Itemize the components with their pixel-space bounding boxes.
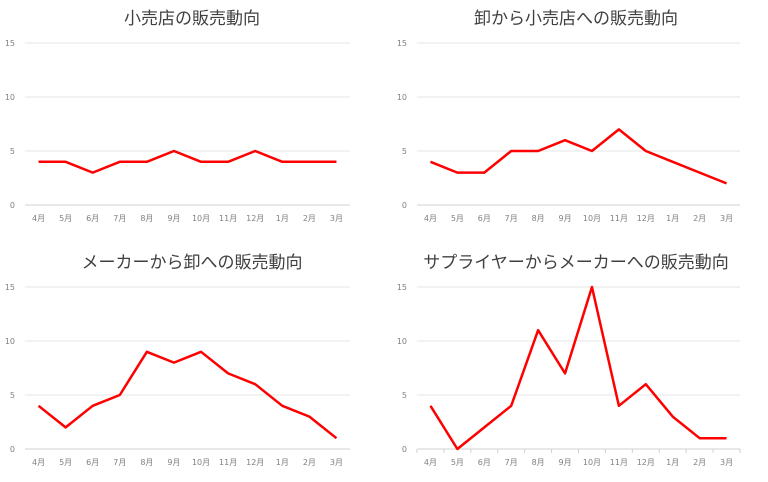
x-tick-label: 2月 bbox=[693, 458, 706, 467]
x-tick-label: 12月 bbox=[246, 214, 264, 223]
x-tick-label: 10月 bbox=[192, 214, 210, 223]
x-tick-label: 10月 bbox=[583, 214, 601, 223]
x-tick-label: 7月 bbox=[505, 214, 518, 223]
y-tick-label: 10 bbox=[5, 93, 15, 102]
y-tick-label: 0 bbox=[10, 201, 15, 210]
x-tick-label: 12月 bbox=[637, 458, 655, 467]
line-chart: 0 5 10 15 4月 5月 6月 7月 8月 9月 10月 11月 12月 1月 2月 3月 bbox=[0, 244, 384, 482]
y-tick-label: 5 bbox=[402, 147, 407, 156]
x-tick-label: 8月 bbox=[140, 214, 153, 223]
y-tick-label: 10 bbox=[397, 93, 407, 102]
series-line bbox=[39, 151, 337, 173]
x-tick-label: 6月 bbox=[86, 458, 99, 467]
x-tick-label: 3月 bbox=[720, 458, 733, 467]
y-tick-label: 5 bbox=[10, 391, 15, 400]
x-tick-label: 8月 bbox=[140, 458, 153, 467]
x-tick-label: 5月 bbox=[59, 214, 72, 223]
x-tick-label: 1月 bbox=[666, 214, 679, 223]
x-tick-label: 3月 bbox=[330, 458, 343, 467]
line-chart: 0 5 10 15 4月 5月 6月 7月 8月 9月 10月 11月 12月 1月 2月 3月 bbox=[0, 0, 384, 238]
x-tick-label: 1月 bbox=[666, 458, 679, 467]
x-tick-label: 1月 bbox=[276, 458, 289, 467]
x-tick-label: 2月 bbox=[303, 458, 316, 467]
x-tick-label: 5月 bbox=[451, 458, 464, 467]
x-tick-label: 5月 bbox=[59, 458, 72, 467]
x-tick-label: 11月 bbox=[610, 214, 628, 223]
x-tick-label: 11月 bbox=[610, 458, 628, 467]
x-tick-label: 3月 bbox=[720, 214, 733, 223]
x-tick-label: 12月 bbox=[246, 458, 264, 467]
y-tick-label: 15 bbox=[5, 283, 15, 292]
x-tick-label: 11月 bbox=[219, 458, 237, 467]
x-tick-label: 7月 bbox=[113, 214, 126, 223]
x-tick-label: 4月 bbox=[32, 214, 45, 223]
x-tick-label: 11月 bbox=[219, 214, 237, 223]
x-tick-label: 9月 bbox=[167, 214, 180, 223]
x-tick-label: 12月 bbox=[637, 214, 655, 223]
x-tick-label: 10月 bbox=[583, 458, 601, 467]
x-tick-label: 6月 bbox=[478, 458, 491, 467]
x-tick-label: 9月 bbox=[558, 458, 571, 467]
x-tick-label: 6月 bbox=[86, 214, 99, 223]
y-tick-label: 10 bbox=[5, 337, 15, 346]
x-tick-label: 10月 bbox=[192, 458, 210, 467]
x-tick-label: 1月 bbox=[276, 214, 289, 223]
y-tick-label: 5 bbox=[402, 391, 407, 400]
series-line bbox=[430, 287, 726, 449]
x-tick-label: 3月 bbox=[330, 214, 343, 223]
x-tick-label: 7月 bbox=[113, 458, 126, 467]
y-tick-label: 0 bbox=[402, 201, 407, 210]
y-tick-label: 15 bbox=[5, 39, 15, 48]
x-tick-label: 9月 bbox=[558, 214, 571, 223]
y-tick-label: 0 bbox=[10, 445, 15, 454]
x-tick-label: 4月 bbox=[32, 458, 45, 467]
x-tick-label: 5月 bbox=[451, 214, 464, 223]
y-tick-label: 15 bbox=[397, 39, 407, 48]
x-tick-label: 2月 bbox=[303, 214, 316, 223]
y-tick-label: 10 bbox=[397, 337, 407, 346]
x-tick-label: 2月 bbox=[693, 214, 706, 223]
y-tick-label: 15 bbox=[397, 283, 407, 292]
x-tick-label: 7月 bbox=[505, 458, 518, 467]
y-tick-label: 5 bbox=[10, 147, 15, 156]
x-tick-label: 4月 bbox=[424, 214, 437, 223]
x-tick-label: 8月 bbox=[532, 458, 545, 467]
line-chart: 0 5 10 15 4月 5月 6月 7月 8月 9月 10月 11月 12月 1月 2月 3月 bbox=[384, 244, 768, 482]
series-line bbox=[430, 129, 726, 183]
line-chart: 0 5 10 15 4月 5月 6月 7月 8月 9月 10月 11月 12月 1月 2月 3月 bbox=[384, 0, 768, 238]
x-tick-label: 6月 bbox=[478, 214, 491, 223]
x-tick-label: 9月 bbox=[167, 458, 180, 467]
x-tick-label: 8月 bbox=[532, 214, 545, 223]
x-tick-label: 4月 bbox=[424, 458, 437, 467]
y-tick-label: 0 bbox=[402, 445, 407, 454]
